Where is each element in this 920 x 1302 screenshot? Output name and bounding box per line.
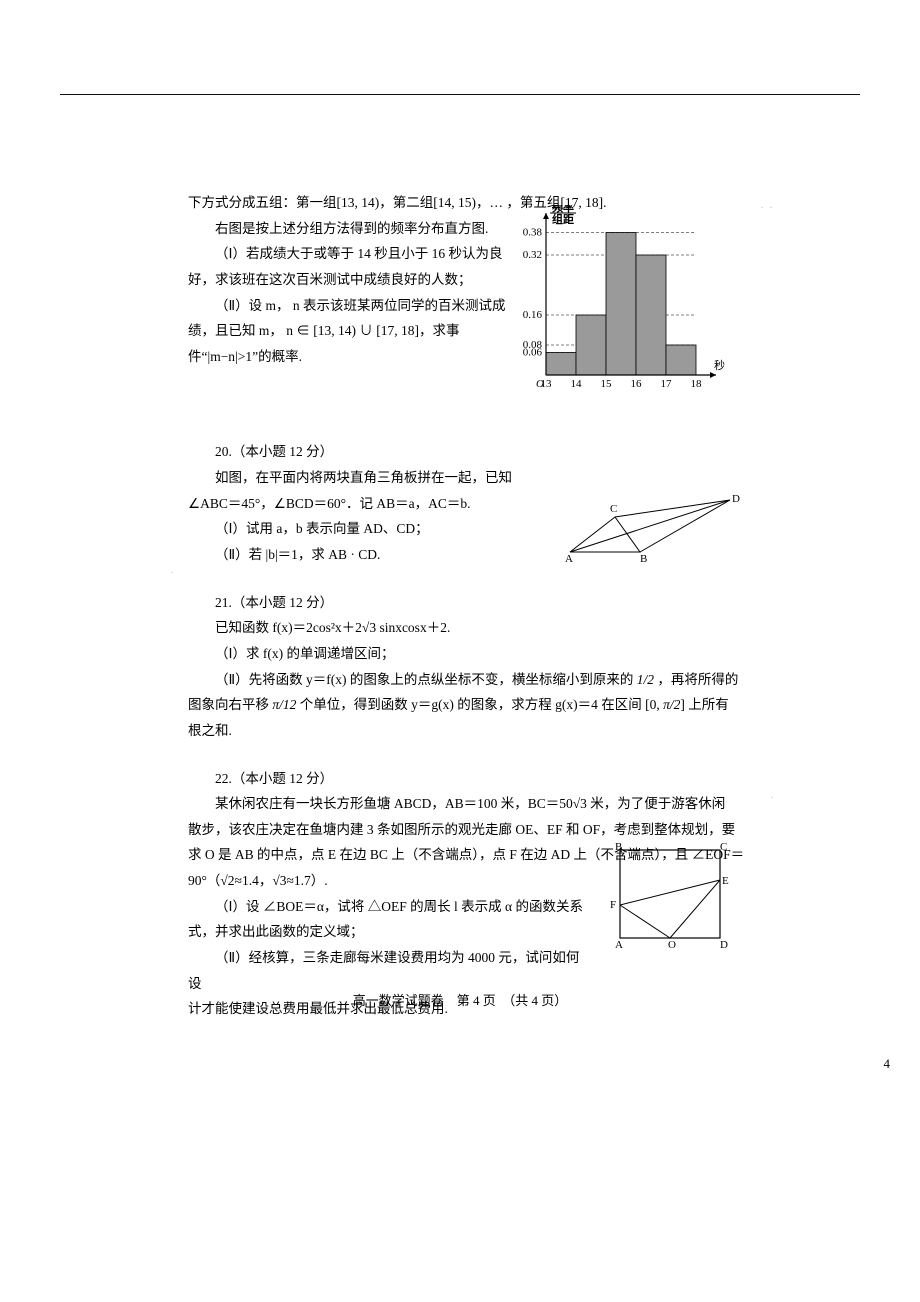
- q22-p1: （Ⅰ）设 ∠BOE＝α，试将 △OEF 的周长 l 表示成 α 的函数关系: [188, 894, 588, 920]
- svg-text:0.38: 0.38: [523, 227, 543, 239]
- scan-noise: ·: [770, 790, 775, 805]
- q21-p2a: （Ⅱ）先将函数 y＝f(x) 的图象上的点纵坐标不变，横坐标缩小到原来的: [215, 672, 637, 687]
- svg-text:16: 16: [631, 378, 643, 390]
- rect-label-O: O: [668, 939, 676, 950]
- rect-label-D: D: [720, 939, 728, 950]
- q21-p1: （Ⅰ）求 f(x) 的单调递增区间；: [188, 641, 748, 667]
- scan-noise: ·: [170, 565, 175, 580]
- svg-text:0.06: 0.06: [523, 347, 543, 359]
- q19-part1: （Ⅰ）若成绩大于或等于 14 秒且小于 16 秒认为良好，求该班在这次百米测试中…: [188, 241, 508, 292]
- svg-text:0.32: 0.32: [523, 249, 542, 261]
- svg-text:15: 15: [601, 378, 613, 390]
- frac-half: 1/2: [637, 672, 654, 687]
- q21-p2e: ] 上所有: [680, 697, 728, 712]
- tri-label-D: D: [732, 493, 740, 505]
- frac-pi2: π/2: [663, 697, 680, 712]
- q21-p2b: ，再将所得的: [654, 672, 738, 687]
- q22-line1: 某休闲农庄有一块长方形鱼塘 ABCD，AB＝100 米，BC＝50√3 米，为了…: [188, 791, 748, 817]
- q21-line1: 已知函数 f(x)＝2cos²x＋2√3 sinxcosx＋2.: [188, 615, 748, 641]
- svg-text:17: 17: [661, 378, 673, 390]
- svg-text:18: 18: [691, 378, 703, 390]
- rect-label-E: E: [722, 875, 729, 887]
- q22-head: 22.（本小题 12 分）: [188, 766, 748, 792]
- q21-p2-line2: 图象向右平移 π/12 个单位，得到函数 y＝g(x) 的图象，求方程 g(x)…: [188, 692, 748, 718]
- q21-head: 21.（本小题 12 分）: [188, 590, 748, 616]
- page-top-rule: [60, 94, 860, 95]
- svg-text:O: O: [536, 378, 544, 390]
- tri-label-C: C: [610, 503, 617, 515]
- q22-p2: （Ⅱ）经核算，三条走廊每米建设费用均为 4000 元，试问如何设: [188, 945, 588, 996]
- q21-p2c: 图象向右平移: [188, 697, 272, 712]
- rect-label-A: A: [615, 939, 623, 950]
- page-footer: 高一数学试题卷 第 4 页 （共 4 页）: [0, 990, 920, 1009]
- tri-label-B: B: [640, 553, 647, 562]
- svg-text:14: 14: [571, 378, 583, 390]
- q19-part2: （Ⅱ）设 m， n 表示该班某两位同学的百米测试成绩，且已知 m， n ∈ [1…: [188, 293, 508, 370]
- frac-pi12: π/12: [272, 697, 296, 712]
- q21-p2-line3: 根之和.: [188, 718, 748, 744]
- page-number: 4: [884, 1056, 891, 1072]
- q22-p1b: 式，并求出此函数的定义域；: [188, 919, 588, 945]
- q22-line2: 散步，该农庄决定在鱼塘内建 3 条如图所示的观光走廊 OE、EF 和 OF，考虑…: [188, 817, 748, 843]
- q21-p2d: 个单位，得到函数 y＝g(x) 的图象，求方程 g(x)＝4 在区间 [0,: [296, 697, 663, 712]
- scan-noise: · ·: [760, 200, 774, 215]
- svg-text:0.16: 0.16: [523, 309, 543, 321]
- histogram: 0.380.320.160.080.06131415161718O频率组距秒: [508, 205, 738, 400]
- rect-label-F: F: [610, 899, 616, 911]
- q21-p2-line1: （Ⅱ）先将函数 y＝f(x) 的图象上的点纵坐标不变，横坐标缩小到原来的 1/2…: [188, 667, 748, 693]
- svg-text:秒: 秒: [714, 358, 725, 372]
- rect-label-C: C: [720, 841, 727, 853]
- rect-label-B: B: [615, 841, 622, 853]
- rectangle-figure: A B C D E F O: [610, 840, 730, 950]
- svg-text:组距: 组距: [552, 212, 574, 226]
- triangle-figure: A B C D: [560, 482, 740, 562]
- tri-label-A: A: [565, 553, 573, 562]
- q20-head: 20.（本小题 12 分）: [188, 439, 748, 465]
